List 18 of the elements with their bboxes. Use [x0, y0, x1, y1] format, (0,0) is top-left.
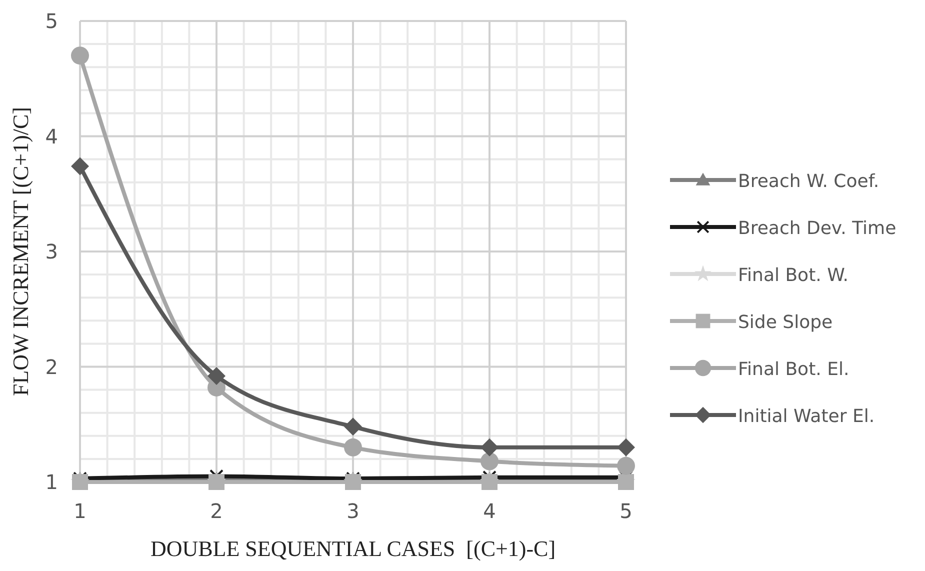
y-axis-title: FLOW INCREMENT [(C+1)/C] — [8, 106, 33, 396]
x-tick-label: 5 — [620, 499, 632, 523]
y-tick-label: 1 — [45, 470, 58, 494]
legend-label: Breach W. Coef. — [738, 171, 880, 192]
legend-label: Breach Dev. Time — [738, 218, 896, 239]
legend-label: Final Bot. W. — [738, 265, 849, 286]
x-tick-label: 1 — [74, 499, 86, 523]
legend-label: Initial Water El. — [738, 406, 875, 427]
y-tick-label: 4 — [45, 124, 58, 148]
x-tick-label: 4 — [483, 499, 496, 523]
legend-label: Side Slope — [738, 312, 833, 333]
x-tick-label: 3 — [346, 499, 360, 523]
x-tick-label: 2 — [210, 499, 223, 523]
y-tick-label: 2 — [45, 354, 58, 379]
y-tick-label: 3 — [45, 240, 58, 264]
y-tick-label: 5 — [45, 9, 58, 33]
x-axis-title: DOUBLE SEQUENTIAL CASES [(C+1)-C] — [150, 536, 556, 561]
legend-label: Final Bot. El. — [738, 359, 850, 380]
